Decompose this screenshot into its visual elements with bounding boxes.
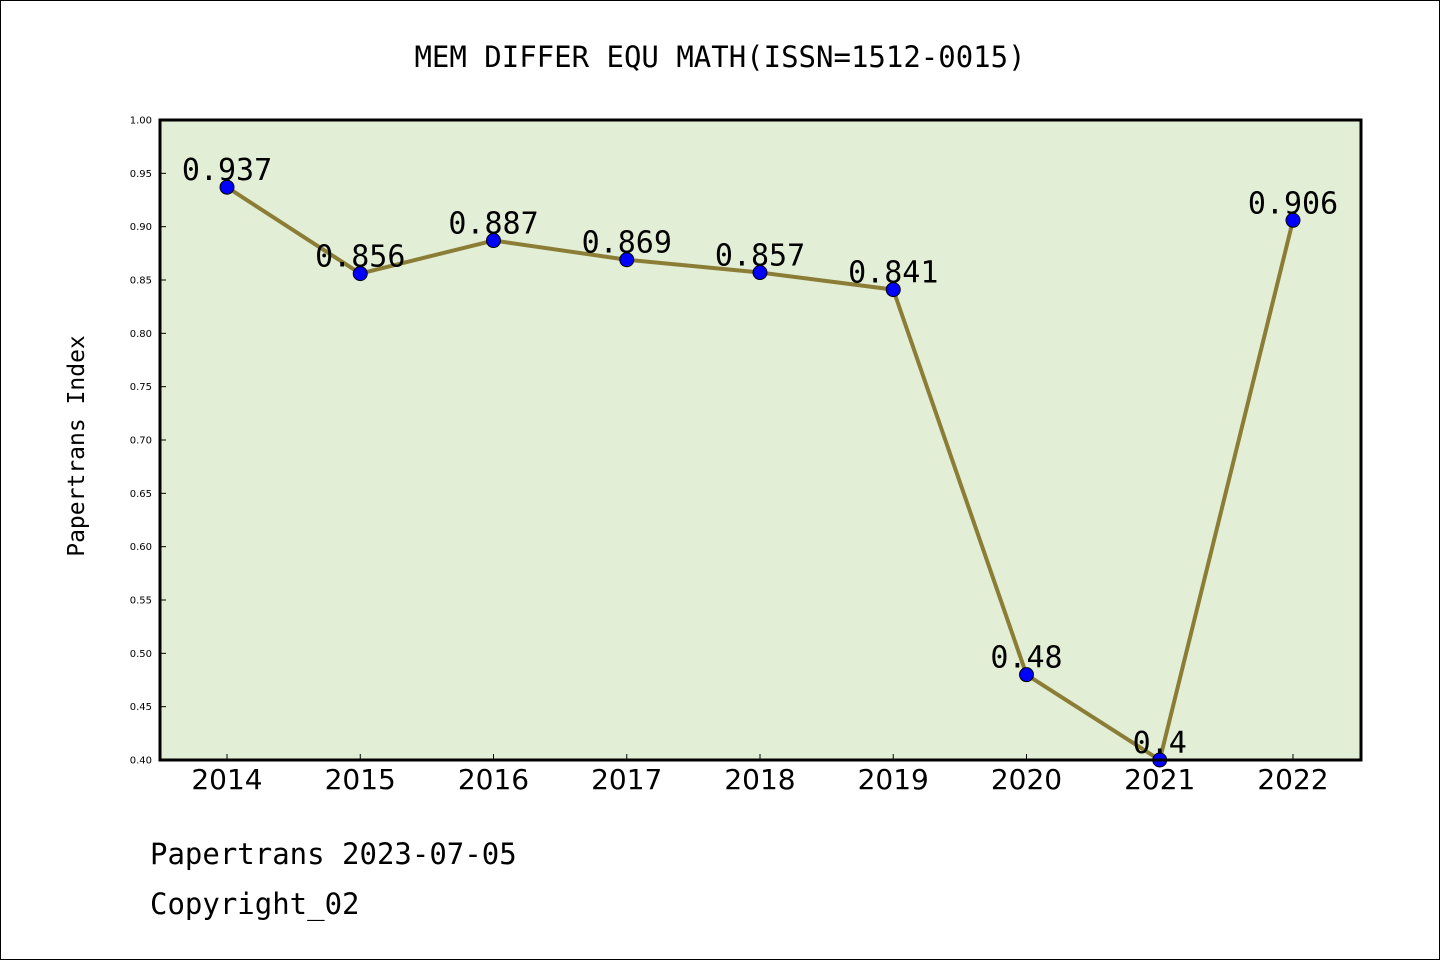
x-tick-label: 2018 xyxy=(724,763,795,796)
y-tick-label: 0.70 xyxy=(130,436,152,447)
data-label: 0.857 xyxy=(715,239,805,274)
data-label: 0.841 xyxy=(848,256,938,291)
series-markers xyxy=(219,179,1301,768)
data-label: 0.856 xyxy=(315,240,405,275)
x-tick-label: 2021 xyxy=(1124,763,1195,796)
y-tick-label: 0.60 xyxy=(130,542,152,553)
data-point-marker xyxy=(219,179,235,195)
x-tick-label: 2020 xyxy=(991,763,1062,796)
data-point-marker xyxy=(619,252,635,268)
data-label: 0.48 xyxy=(990,641,1062,676)
data-label: 0.869 xyxy=(582,226,672,261)
y-tick-label: 0.80 xyxy=(130,329,152,340)
data-point-marker xyxy=(486,233,501,249)
y-tick-label: 0.65 xyxy=(130,489,152,500)
data-point-marker xyxy=(352,266,368,282)
data-labels: 0.937 0.856 0.887 0.869 0.857 0.841 0.48 0.4 0.9… xyxy=(182,153,1338,761)
x-tick-label: 2015 xyxy=(325,763,396,796)
x-axis-ticks: 2014 2015 2016 2017 2018 2019 2020 2021 2022 xyxy=(191,754,1329,796)
footer-date: Papertrans 2023-07-05 xyxy=(150,837,517,871)
chart-title: MEM DIFFER EQU MATH(ISSN=1512-0015) xyxy=(414,40,1025,74)
x-tick-label: 2017 xyxy=(591,763,662,796)
y-tick-label: 1.00 xyxy=(130,116,152,127)
data-label: 0.4 xyxy=(1133,726,1187,761)
data-label: 0.937 xyxy=(182,153,272,188)
y-axis-label: Papertrans Index xyxy=(64,335,90,557)
y-tick-label: 0.90 xyxy=(130,222,152,233)
data-label: 0.887 xyxy=(448,207,538,242)
y-tick-label: 0.40 xyxy=(130,756,152,767)
data-label: 0.906 xyxy=(1248,186,1338,221)
x-tick-label: 2022 xyxy=(1257,763,1328,796)
data-point-marker xyxy=(1285,212,1301,228)
y-tick-label: 0.75 xyxy=(130,382,152,393)
y-tick-label: 0.50 xyxy=(130,649,152,660)
y-tick-label: 0.85 xyxy=(130,276,152,287)
y-tick-label: 0.45 xyxy=(130,702,152,713)
x-tick-label: 2019 xyxy=(858,763,929,796)
footer-copyright: Copyright_02 xyxy=(150,887,360,922)
data-point-marker xyxy=(885,282,901,298)
x-tick-label: 2016 xyxy=(458,763,529,796)
y-tick-label: 0.95 xyxy=(130,169,152,180)
data-point-marker xyxy=(752,265,768,281)
data-point-marker xyxy=(1019,667,1034,683)
y-tick-label: 0.55 xyxy=(130,596,152,607)
x-tick-label: 2014 xyxy=(191,763,262,796)
plot-border xyxy=(158,118,1363,762)
plot-area xyxy=(160,120,1361,760)
